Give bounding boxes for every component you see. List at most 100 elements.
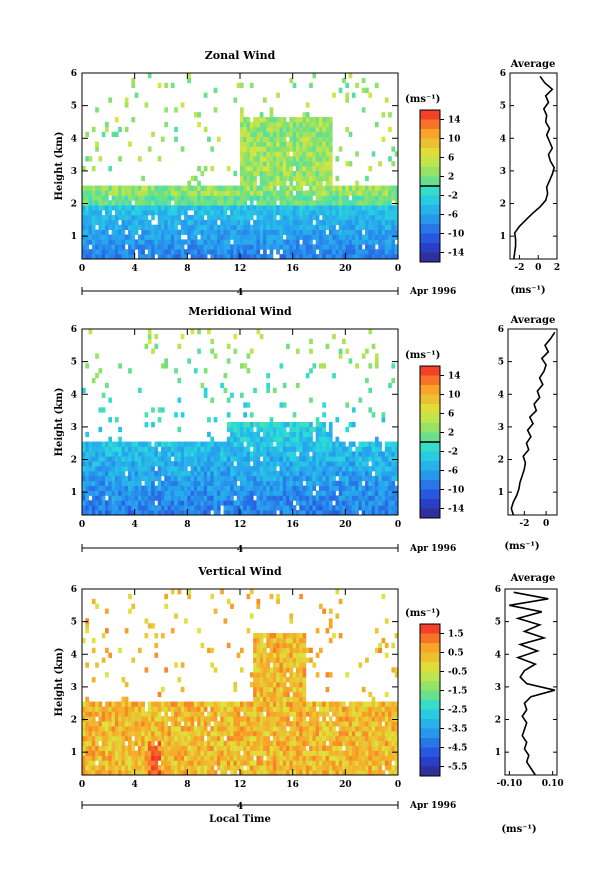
- heatmap-cell: [348, 475, 353, 482]
- heatmap-cell: [378, 161, 382, 167]
- heatmap-cell: [305, 495, 310, 501]
- heatmap-cell: [197, 701, 201, 707]
- heatmap-cell: [210, 760, 215, 766]
- heatmap-cell: [157, 195, 162, 201]
- heatmap-cell: [259, 146, 264, 152]
- heatmap-cell: [394, 224, 398, 231]
- heatmap-cell: [312, 175, 317, 182]
- heatmap-cell: [289, 510, 294, 515]
- heatmap-cell: [292, 642, 297, 649]
- heatmap-cell: [243, 456, 247, 462]
- heatmap-cell: [305, 219, 310, 226]
- heatmap-cell: [226, 598, 231, 605]
- heatmap-cell: [256, 711, 261, 717]
- heatmap-cell: [269, 180, 274, 186]
- heatmap-cell: [289, 726, 294, 732]
- heatmap-cell: [134, 485, 139, 491]
- heatmap-cell: [299, 485, 303, 491]
- heatmap-cell: [187, 234, 192, 240]
- heatmap-cell: [368, 475, 373, 482]
- heatmap-cell: [295, 249, 300, 255]
- heatmap-cell: [289, 239, 294, 245]
- heatmap-cell: [256, 740, 261, 747]
- heatmap-cell: [131, 441, 136, 447]
- heatmap-cell: [121, 711, 126, 717]
- heatmap-cell: [295, 456, 300, 462]
- heatmap-cell: [197, 755, 201, 761]
- heatmap-cell: [200, 470, 205, 477]
- heatmap-cell: [233, 200, 238, 206]
- heatmap-cell: [345, 214, 350, 221]
- heatmap-cell: [299, 441, 303, 447]
- heatmap-cell: [345, 451, 350, 457]
- heatmap-cell: [154, 456, 159, 462]
- heatmap-cell: [259, 500, 264, 506]
- heatmap-cell: [85, 190, 89, 196]
- heatmap-cell: [259, 770, 264, 775]
- heatmap-cell: [292, 151, 297, 157]
- heatmap-cell: [279, 161, 284, 167]
- heatmap-cell: [276, 441, 280, 447]
- heatmap-cell: [263, 431, 267, 438]
- heatmap-cell: [338, 234, 343, 240]
- heatmap-cell: [88, 480, 93, 487]
- heatmap-cell: [200, 461, 205, 467]
- heatmap-cell: [365, 441, 369, 447]
- heatmap-cell: [243, 500, 247, 506]
- heatmap-cell: [187, 726, 192, 732]
- heatmap-cell: [269, 136, 274, 142]
- heatmap-cell: [95, 466, 99, 472]
- heatmap-cell: [223, 373, 228, 379]
- heatmap-cell: [174, 740, 178, 747]
- heatmap-cell: [358, 224, 363, 231]
- heatmap-cell: [256, 249, 261, 255]
- heatmap-cell: [309, 195, 313, 201]
- heatmap-cell: [295, 657, 300, 663]
- heatmap-cell: [131, 730, 136, 737]
- heatmap-cell: [269, 426, 274, 433]
- heatmap-cell: [236, 466, 241, 472]
- heatmap-cell: [203, 224, 208, 231]
- heatmap-cell: [299, 180, 303, 186]
- heatmap-cell: [263, 451, 267, 457]
- heatmap-cell: [378, 234, 382, 240]
- heatmap-cell: [91, 505, 96, 511]
- heatmap-cell: [121, 721, 126, 727]
- heatmap-cell: [157, 234, 162, 240]
- heatmap-cell: [114, 706, 119, 712]
- heatmap-cell: [378, 456, 382, 462]
- heatmap-cell: [124, 701, 129, 707]
- heatmap-cell: [240, 426, 244, 433]
- heatmap-cell: [114, 446, 119, 452]
- heatmap-cell: [177, 677, 182, 683]
- heatmap-cell: [98, 254, 103, 259]
- heatmap-cell: [111, 451, 116, 457]
- heatmap-cell: [266, 500, 271, 506]
- heatmap-cell: [197, 500, 201, 506]
- heatmap-cell: [144, 441, 149, 447]
- heatmap-cell: [128, 441, 132, 447]
- heatmap-cell: [282, 716, 287, 722]
- heatmap-cell: [282, 667, 287, 673]
- heatmap-cell: [256, 244, 261, 250]
- heatmap-cell: [312, 126, 317, 133]
- heatmap-cell: [256, 461, 261, 467]
- heatmap-cell: [124, 682, 129, 688]
- heatmap-cell: [322, 136, 326, 142]
- heatmap-cell: [266, 382, 271, 389]
- heatmap-cell: [85, 726, 89, 732]
- heatmap-cell: [147, 219, 152, 226]
- heatmap-cell: [124, 628, 129, 634]
- heatmap-cell: [124, 190, 129, 196]
- heatmap-cell: [128, 735, 132, 742]
- heatmap-cell: [114, 185, 119, 191]
- heatmap-cell: [299, 446, 303, 452]
- heatmap-cell: [180, 446, 185, 452]
- heatmap-cell: [210, 755, 215, 761]
- heatmap-cell: [213, 505, 218, 511]
- heatmap-cell: [355, 500, 359, 506]
- heatmap-cell: [164, 451, 168, 457]
- heatmap-cell: [91, 190, 96, 196]
- heatmap-cell: [108, 652, 113, 658]
- heatmap-cell: [332, 229, 336, 235]
